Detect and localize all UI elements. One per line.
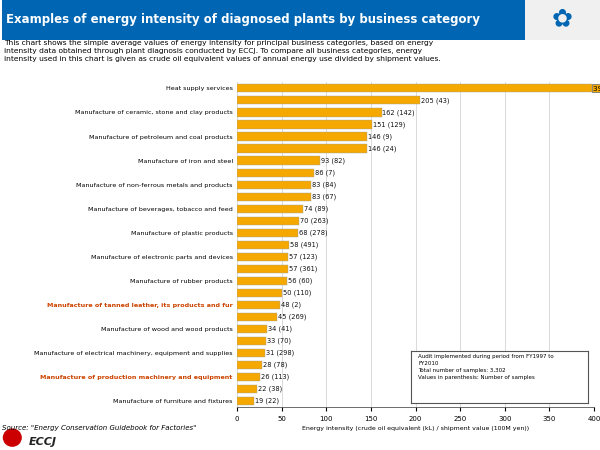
Bar [237,121,372,129]
Text: 151 (129): 151 (129) [373,121,405,128]
Text: 205 (43): 205 (43) [421,97,449,104]
Text: 93 (82): 93 (82) [321,158,345,164]
Text: ✿: ✿ [552,8,573,32]
Bar [237,325,268,333]
Bar [237,168,314,177]
Text: 34 (41): 34 (41) [268,326,292,332]
Text: ECCJ: ECCJ [29,437,57,447]
Bar [237,361,262,369]
Bar [237,132,367,140]
Bar [237,193,311,201]
Bar [237,397,254,405]
Text: 57 (361): 57 (361) [289,266,317,272]
Bar [237,216,299,225]
Text: Source: "Energy Conservation Guidebook for Factories": Source: "Energy Conservation Guidebook f… [2,425,196,432]
Text: 57 (123): 57 (123) [289,254,317,260]
Text: 83 (84): 83 (84) [312,181,336,188]
Text: 48 (2): 48 (2) [281,302,301,308]
Text: 58 (491): 58 (491) [290,242,318,248]
Bar [237,289,281,297]
Text: 19 (22): 19 (22) [255,398,279,405]
Text: Audit implemented during period from FY1997 to
FY2010
Total number of samples: 3: Audit implemented during period from FY1… [418,354,554,380]
Bar [237,337,266,345]
Circle shape [4,429,21,446]
Text: 45 (269): 45 (269) [278,314,307,320]
Bar [237,108,382,117]
Bar [237,205,303,213]
Bar [237,157,320,165]
Bar [237,229,298,237]
Text: This chart shows the simple average values of energy intensity for principal bus: This chart shows the simple average valu… [4,40,441,63]
Bar [237,277,287,285]
Text: 68 (278): 68 (278) [299,230,327,236]
Text: 70 (263): 70 (263) [301,217,329,224]
Text: 398 (9): 398 (9) [593,85,600,92]
Text: Examples of energy intensity of diagnosed plants by business category: Examples of energy intensity of diagnose… [6,14,480,26]
Bar [237,313,277,321]
Text: 86 (7): 86 (7) [314,169,335,176]
Bar [237,373,260,381]
Bar [237,349,265,357]
Bar [237,84,592,92]
Bar [237,253,288,261]
Bar [237,265,288,273]
Text: 33 (70): 33 (70) [268,338,292,344]
Text: 74 (89): 74 (89) [304,206,328,212]
Text: 50 (110): 50 (110) [283,290,311,296]
Text: 146 (24): 146 (24) [368,145,397,152]
Bar [237,385,257,393]
Text: 146 (9): 146 (9) [368,133,392,140]
Text: 31 (298): 31 (298) [266,350,294,356]
Text: 83 (67): 83 (67) [312,194,336,200]
Bar [237,96,420,104]
Bar [237,180,311,189]
Text: 28 (78): 28 (78) [263,362,287,369]
Bar [237,241,289,249]
Text: 56 (60): 56 (60) [288,278,312,284]
Bar [237,144,367,153]
Text: 22 (38): 22 (38) [257,386,282,392]
Bar [237,301,280,309]
Text: 26 (113): 26 (113) [261,374,289,380]
Text: 162 (142): 162 (142) [382,109,415,116]
X-axis label: Energy intensity (crude oil equivalent (kL) / shipment value (100M yen)): Energy intensity (crude oil equivalent (… [302,427,529,432]
